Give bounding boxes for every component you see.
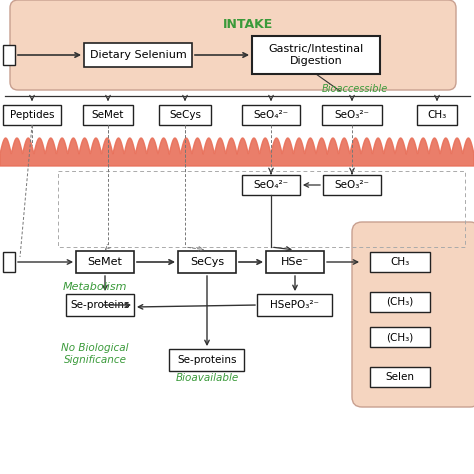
FancyBboxPatch shape <box>159 105 211 125</box>
FancyBboxPatch shape <box>84 43 192 67</box>
Text: Se-proteins: Se-proteins <box>177 355 237 365</box>
Text: Dietary Selenium: Dietary Selenium <box>90 50 186 60</box>
FancyBboxPatch shape <box>370 327 430 347</box>
Text: Bioavailable: Bioavailable <box>175 373 238 383</box>
Text: Se-proteins: Se-proteins <box>70 300 130 310</box>
Text: (CH₃): (CH₃) <box>386 332 414 342</box>
Text: No Biological
Significance: No Biological Significance <box>61 343 129 365</box>
Text: CH₃: CH₃ <box>391 257 410 267</box>
Text: HSe⁻: HSe⁻ <box>281 257 309 267</box>
FancyBboxPatch shape <box>322 105 382 125</box>
Text: SeCys: SeCys <box>169 110 201 120</box>
FancyBboxPatch shape <box>242 105 300 125</box>
FancyBboxPatch shape <box>257 294 332 316</box>
FancyBboxPatch shape <box>252 36 380 74</box>
Text: Gastric/Intestinal
Digestion: Gastric/Intestinal Digestion <box>268 44 364 66</box>
FancyBboxPatch shape <box>178 251 236 273</box>
FancyBboxPatch shape <box>3 252 15 272</box>
FancyBboxPatch shape <box>352 222 474 407</box>
Text: Metabolism: Metabolism <box>63 282 127 292</box>
FancyBboxPatch shape <box>417 105 457 125</box>
FancyBboxPatch shape <box>242 175 300 195</box>
Text: SeMet: SeMet <box>88 257 122 267</box>
FancyBboxPatch shape <box>266 251 324 273</box>
FancyBboxPatch shape <box>370 292 430 312</box>
Text: SeO₃²⁻: SeO₃²⁻ <box>335 180 370 190</box>
Text: SeMet: SeMet <box>92 110 124 120</box>
Text: CH₃: CH₃ <box>428 110 447 120</box>
Text: SeO₃²⁻: SeO₃²⁻ <box>335 110 370 120</box>
FancyBboxPatch shape <box>3 105 61 125</box>
Text: HSePO₃²⁻: HSePO₃²⁻ <box>271 300 319 310</box>
FancyBboxPatch shape <box>66 294 134 316</box>
FancyBboxPatch shape <box>10 0 456 90</box>
Text: (CH₃): (CH₃) <box>386 297 414 307</box>
FancyBboxPatch shape <box>323 175 381 195</box>
Text: SeCys: SeCys <box>190 257 224 267</box>
FancyBboxPatch shape <box>76 251 134 273</box>
Text: INTAKE: INTAKE <box>223 18 273 31</box>
FancyBboxPatch shape <box>370 367 430 387</box>
FancyBboxPatch shape <box>170 349 245 371</box>
Text: SeO₄²⁻: SeO₄²⁻ <box>254 110 289 120</box>
Polygon shape <box>0 138 474 166</box>
FancyBboxPatch shape <box>3 45 15 65</box>
Text: SeO₄²⁻: SeO₄²⁻ <box>254 180 289 190</box>
FancyBboxPatch shape <box>83 105 133 125</box>
Text: Selen: Selen <box>385 372 414 382</box>
Text: Bioaccessible: Bioaccessible <box>322 84 388 94</box>
Text: Peptides: Peptides <box>10 110 54 120</box>
FancyBboxPatch shape <box>370 252 430 272</box>
